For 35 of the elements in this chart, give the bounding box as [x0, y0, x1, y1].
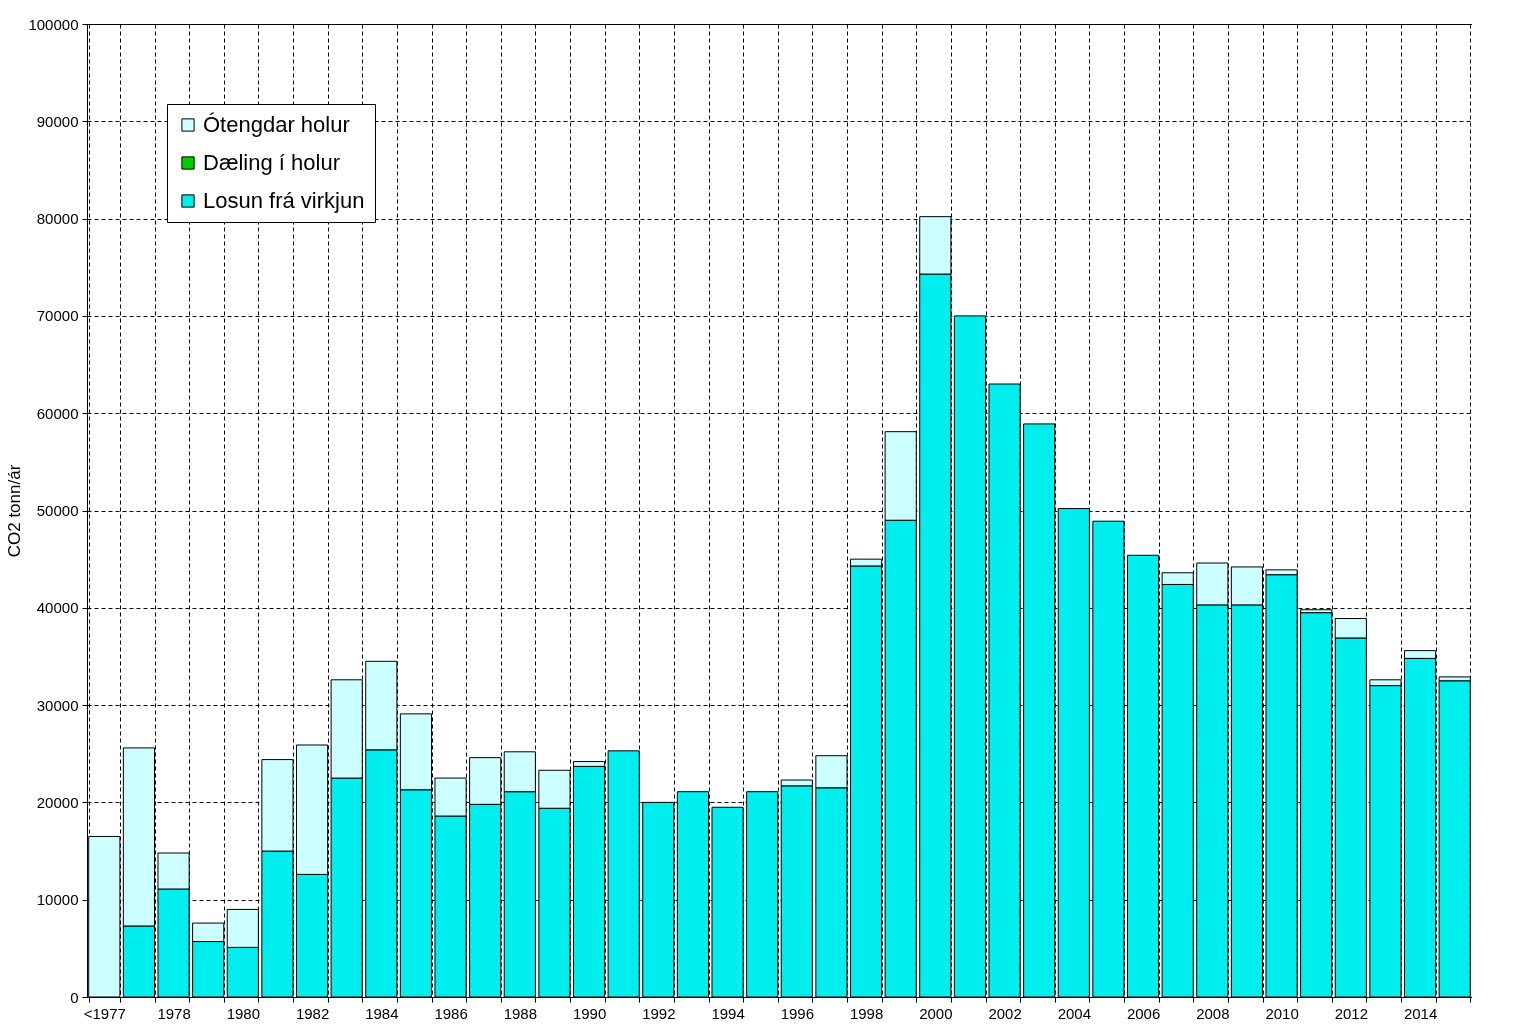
legend-label: Dæling í holur — [203, 150, 340, 175]
x-tick-label: 1986 — [434, 1004, 468, 1022]
x-tick-label: 1978 — [157, 1004, 191, 1022]
y-tick-label: 40000 — [36, 599, 79, 617]
legend-label: Losun frá virkjun — [203, 188, 365, 213]
x-tick-label: 2006 — [1126, 1004, 1161, 1022]
y-tick-label: 20000 — [36, 793, 79, 811]
y-tick-label: 10000 — [36, 891, 79, 909]
x-tick-label: 1984 — [365, 1004, 399, 1022]
x-tick-label: <1977 — [83, 1004, 126, 1022]
x-tick-label: 2012 — [1334, 1004, 1368, 1022]
y-tick-label: 0 — [70, 988, 79, 1006]
y-tick-label: 50000 — [36, 502, 79, 519]
x-tick-label: 1994 — [711, 1004, 745, 1022]
x-tick-label: 2010 — [1265, 1004, 1299, 1022]
x-tick-label: 1998 — [849, 1004, 884, 1022]
x-tick-label: 2000 — [919, 1004, 953, 1022]
y-tick-label: 90000 — [36, 112, 79, 130]
y-tick-label: 60000 — [36, 404, 79, 422]
x-tick-label: 1980 — [226, 1004, 260, 1022]
x-tick-label: 1996 — [780, 1004, 814, 1022]
x-tick-label: 1988 — [503, 1004, 537, 1022]
x-tick-label: 2004 — [1057, 1004, 1091, 1022]
legend-label: Ótengdar holur — [203, 112, 350, 137]
x-tick-label: 2002 — [988, 1004, 1022, 1022]
x-tick-label: 2014 — [1403, 1004, 1438, 1022]
y-tick-label: 100000 — [28, 15, 79, 33]
x-tick-label: 1982 — [295, 1004, 330, 1022]
y-tick-label: 80000 — [36, 210, 79, 228]
y-axis-title: CO2 tonn/ár — [5, 464, 25, 558]
y-tick-label: 70000 — [36, 307, 79, 325]
x-tick-label: 1992 — [642, 1004, 676, 1022]
y-tick-label: 30000 — [36, 696, 79, 714]
x-tick-label: 1990 — [572, 1004, 607, 1022]
x-tick-label: 2008 — [1196, 1004, 1230, 1022]
